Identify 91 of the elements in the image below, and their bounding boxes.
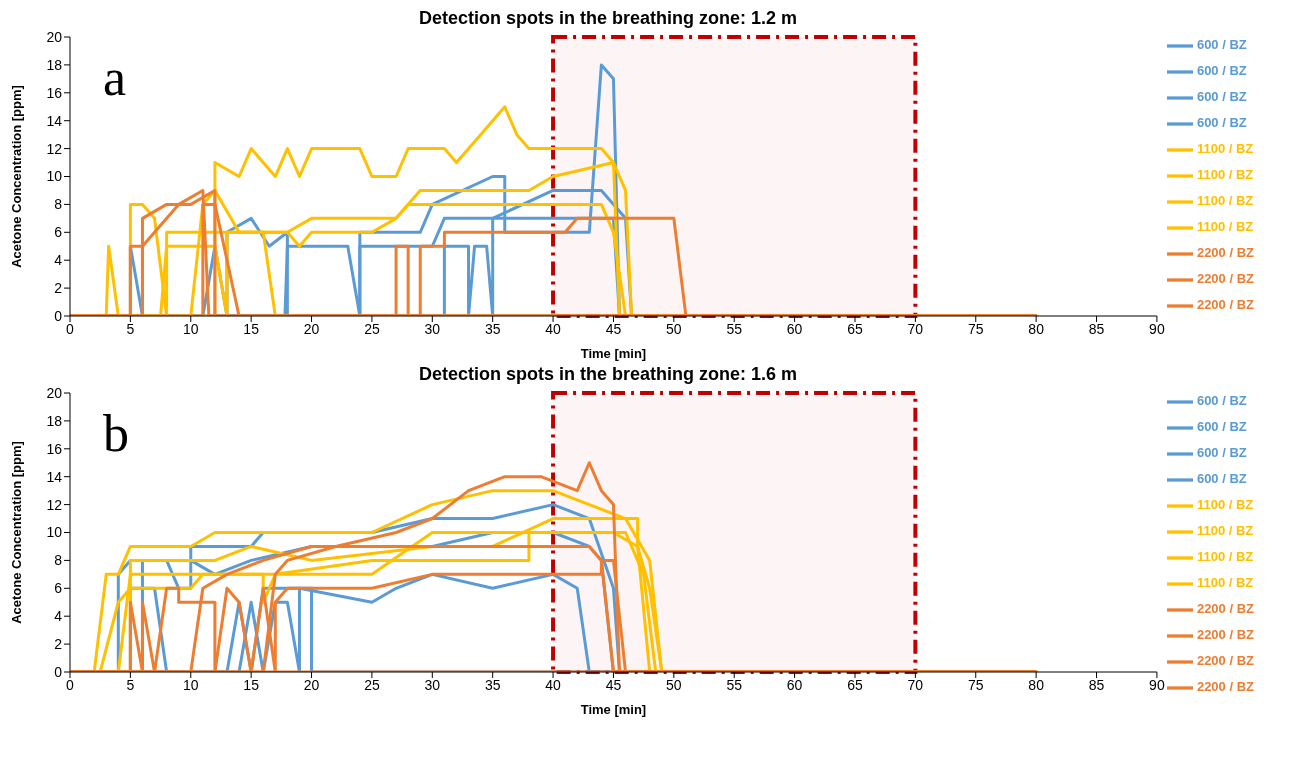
legend-label: 1100 / BZ (1196, 167, 1254, 183)
y-tick-label: 4 (54, 252, 63, 269)
x-tick-label: 50 (666, 676, 682, 693)
x-tick-label: 55 (726, 320, 743, 337)
x-tick-label: 15 (243, 676, 260, 693)
y-tick-label: 0 (54, 307, 63, 324)
legend-label: 2200 / BZ (1196, 245, 1254, 261)
x-tick-label: 5 (126, 320, 135, 337)
x-tick-label: 45 (605, 320, 622, 337)
legend-label: 600 / BZ (1196, 37, 1247, 53)
legend-label: 1100 / BZ (1196, 219, 1254, 235)
legend-label: 600 / BZ (1196, 445, 1247, 461)
legend-label: 600 / BZ (1196, 115, 1247, 131)
x-tick-label: 35 (484, 320, 501, 337)
x-tick-label: 30 (424, 320, 441, 337)
y-tick-label: 2 (54, 280, 63, 297)
x-tick-label: 20 (303, 320, 320, 337)
legend-label: 600 / BZ (1196, 89, 1247, 105)
x-tick-label: 40 (545, 676, 562, 693)
chart-title: Detection spots in the breathing zone: 1.6 m (417, 364, 798, 385)
y-tick-label: 8 (54, 196, 63, 213)
legend-label: 2200 / BZ (1196, 627, 1254, 643)
y-tick-label: 20 (46, 384, 63, 401)
x-tick-label: 25 (364, 676, 380, 693)
x-tick-label: 40 (545, 320, 562, 337)
x-tick-label: 80 (1028, 676, 1045, 693)
x-tick-label: 35 (484, 676, 501, 693)
y-tick-label: 10 (46, 524, 63, 541)
y-tick-label: 10 (46, 168, 63, 185)
legend-label: 1100 / BZ (1196, 523, 1254, 539)
x-tick-label: 85 (1088, 676, 1105, 693)
legend-label: 1100 / BZ (1196, 575, 1254, 591)
x-tick-label: 20 (303, 676, 320, 693)
y-tick-label: 20 (46, 28, 63, 45)
x-tick-label: 0 (66, 676, 75, 693)
y-tick-label: 0 (54, 663, 63, 680)
x-tick-label: 60 (786, 676, 803, 693)
legend-label: 600 / BZ (1196, 471, 1247, 487)
legend-label: 2200 / BZ (1196, 653, 1254, 669)
x-tick-label: 85 (1088, 320, 1105, 337)
x-tick-label: 65 (847, 320, 863, 337)
y-tick-label: 2 (54, 636, 63, 653)
annotation: b (103, 404, 129, 463)
x-tick-label: 10 (182, 320, 199, 337)
legend-label: 600 / BZ (1196, 419, 1247, 435)
legend-label: 2200 / BZ (1196, 679, 1254, 695)
y-tick-label: 16 (46, 440, 63, 457)
x-tick-label: 70 (907, 320, 924, 337)
y-tick-label: 12 (46, 496, 63, 513)
x-tick-label: 45 (605, 676, 622, 693)
x-axis-title: Time [min] (580, 346, 647, 361)
y-tick-label: 16 (46, 84, 63, 101)
x-tick-label: 70 (907, 676, 924, 693)
x-tick-label: 50 (666, 320, 682, 337)
x-tick-label: 90 (1149, 676, 1165, 693)
y-tick-label: 14 (46, 112, 63, 129)
x-tick-label: 75 (967, 676, 984, 693)
x-tick-label: 65 (847, 676, 863, 693)
legend-label: 1100 / BZ (1196, 141, 1254, 157)
chart-title: Detection spots in the breathing zone: 1.2 m (417, 8, 798, 29)
x-tick-label: 0 (66, 320, 75, 337)
legend-label: 2200 / BZ (1196, 297, 1254, 313)
annotation: a (103, 48, 127, 107)
x-tick-label: 15 (243, 320, 260, 337)
y-tick-label: 6 (54, 224, 63, 241)
y-tick-label: 18 (46, 412, 63, 429)
legend-label: 1100 / BZ (1196, 193, 1254, 209)
x-tick-label: 25 (364, 320, 380, 337)
x-axis-title: Time [min] (580, 702, 647, 717)
y-tick-label: 12 (46, 140, 63, 157)
legend-label: 600 / BZ (1196, 63, 1247, 79)
legend-label: 600 / BZ (1196, 393, 1247, 409)
x-tick-label: 10 (182, 676, 199, 693)
x-tick-label: 80 (1028, 320, 1045, 337)
legend-label: 1100 / BZ (1196, 497, 1254, 513)
y-axis-title: Acetone Concentration [ppm] (8, 85, 24, 268)
y-tick-label: 6 (54, 580, 63, 597)
legend-label: 1100 / BZ (1196, 549, 1254, 565)
x-tick-label: 90 (1149, 320, 1165, 337)
y-axis-title: Acetone Concentration [ppm] (8, 441, 24, 624)
legend-label: 2200 / BZ (1196, 601, 1254, 617)
x-tick-label: 75 (967, 320, 984, 337)
legend-label: 2200 / BZ (1196, 271, 1254, 287)
x-tick-label: 60 (786, 320, 803, 337)
y-tick-label: 4 (54, 608, 63, 625)
y-tick-label: 14 (46, 468, 63, 485)
x-tick-label: 55 (726, 676, 743, 693)
y-tick-label: 18 (46, 56, 63, 73)
x-tick-label: 5 (126, 676, 135, 693)
x-tick-label: 30 (424, 676, 441, 693)
y-tick-label: 8 (54, 552, 63, 569)
